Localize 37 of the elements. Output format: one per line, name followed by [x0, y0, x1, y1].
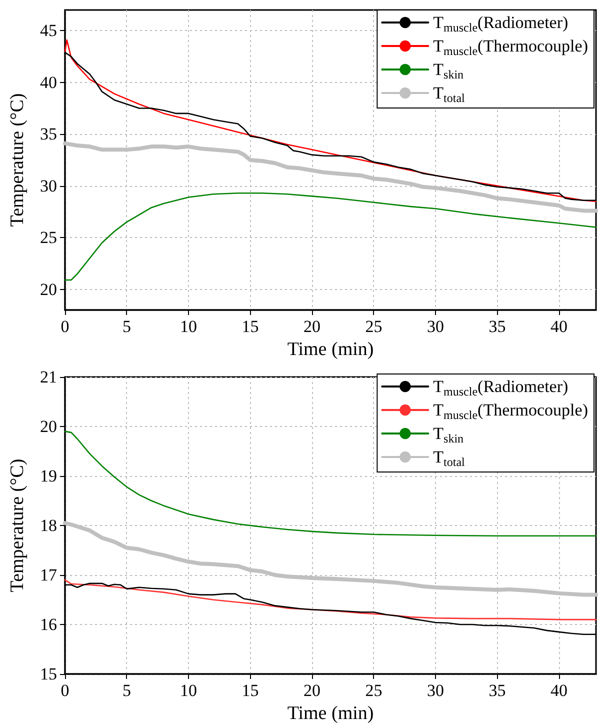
- x-tick-label: 35: [488, 317, 506, 336]
- y-tick-label: 20: [40, 417, 57, 436]
- y-tick-label: 20: [40, 280, 57, 299]
- x-tick-label: 20: [303, 317, 320, 336]
- y-tick-label: 30: [40, 176, 57, 196]
- y-tick-label: 21: [40, 368, 57, 386]
- x-tick-label: 40: [550, 317, 568, 336]
- y-tick-label: 18: [40, 516, 57, 535]
- x-axis-title: Time (min): [287, 703, 374, 724]
- x-tick-label: 0: [60, 681, 70, 700]
- y-tick-label: 40: [40, 72, 57, 92]
- x-tick-label: 0: [60, 317, 70, 336]
- y-tick-label: 15: [40, 664, 57, 684]
- y-axis-title: Temperature (°C): [7, 93, 28, 227]
- x-tick-label: 5: [122, 681, 131, 700]
- x-tick-label: 30: [426, 681, 444, 700]
- x-tick-label: 25: [365, 681, 382, 700]
- y-tick-label: 45: [40, 21, 57, 40]
- y-tick-label: 16: [40, 615, 57, 634]
- y-axis-title: Temperature (°C): [7, 458, 28, 592]
- y-tick-label: 19: [40, 466, 57, 486]
- x-tick-label: 25: [365, 317, 382, 336]
- y-tick-label: 17: [40, 566, 58, 584]
- x-tick-label: 10: [180, 681, 197, 700]
- line-series: [64, 192, 597, 281]
- x-tick-label: 20: [303, 681, 320, 700]
- x-axis-title: Time (min): [287, 339, 374, 360]
- x-tick-label: 30: [426, 317, 444, 336]
- x-tick-label: 40: [550, 681, 568, 700]
- x-tick-label: 15: [242, 317, 259, 336]
- y-tick-label: 35: [40, 124, 57, 144]
- x-tick-label: 5: [122, 317, 131, 336]
- x-tick-label: 10: [180, 317, 197, 336]
- x-tick-label: 15: [242, 681, 259, 700]
- y-tick-label: 25: [40, 228, 57, 248]
- line-series: [64, 579, 597, 620]
- x-tick-label: 35: [488, 681, 506, 700]
